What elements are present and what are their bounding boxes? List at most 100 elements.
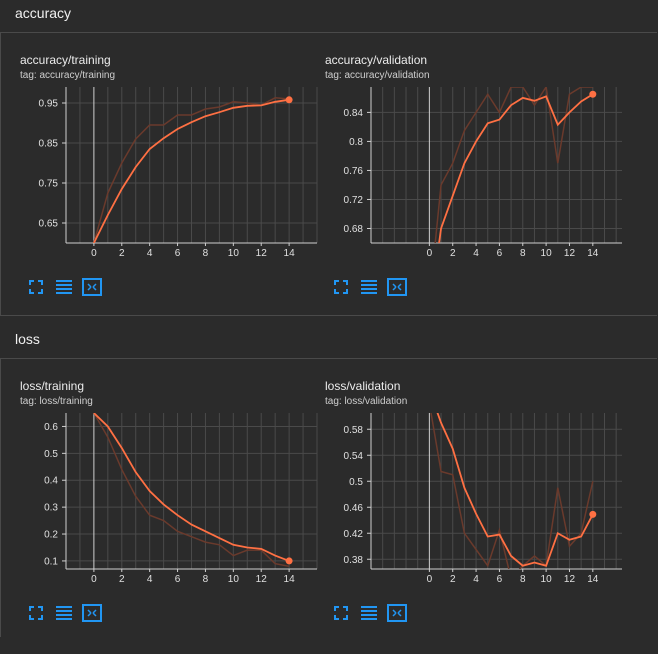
card-title: accuracy/validation bbox=[325, 53, 428, 67]
fit-screen-button[interactable] bbox=[331, 604, 351, 622]
card-title: accuracy/training bbox=[20, 53, 111, 67]
tick-label-y: 0.46 bbox=[344, 503, 364, 514]
tick-label-y: 0.68 bbox=[344, 224, 364, 235]
fit-domain-icon bbox=[387, 604, 407, 622]
series-raw-line bbox=[430, 413, 594, 569]
card-tag: tag: loss/validation bbox=[325, 396, 408, 407]
toggle-log-scale-button[interactable] bbox=[359, 604, 379, 622]
tick-label-y: 0.72 bbox=[344, 195, 364, 206]
tick-label-x: 12 bbox=[564, 248, 576, 259]
series-smoothed-line bbox=[436, 413, 594, 567]
chart-card-accuracy-validation: accuracy/validation tag: accuracy/valida… bbox=[325, 53, 630, 328]
fit-domain-button[interactable] bbox=[387, 278, 407, 296]
tick-label-x: 12 bbox=[256, 248, 268, 259]
section-accuracy: accuracy/training tag: accuracy/training… bbox=[0, 32, 657, 316]
tick-label-x: 0 bbox=[427, 248, 433, 259]
series-smoothed-line bbox=[93, 98, 290, 243]
tick-label-x: 0 bbox=[427, 574, 433, 585]
fit-domain-button[interactable] bbox=[82, 278, 102, 296]
fit-domain-button[interactable] bbox=[387, 604, 407, 622]
tick-label-x: 12 bbox=[256, 574, 268, 585]
tick-label-y: 0.76 bbox=[344, 166, 364, 177]
tick-label-x: 14 bbox=[284, 574, 296, 585]
card-tag: tag: accuracy/validation bbox=[325, 70, 430, 81]
tick-label-x: 6 bbox=[497, 574, 503, 585]
fit-screen-icon bbox=[334, 606, 348, 620]
section-title-accuracy: accuracy bbox=[15, 5, 72, 21]
series-raw-line bbox=[93, 413, 290, 568]
tick-label-x: 10 bbox=[228, 574, 240, 585]
tick-label-y: 0.6 bbox=[44, 422, 58, 433]
tick-label-x: 12 bbox=[564, 574, 576, 585]
tick-label-y: 0.58 bbox=[344, 425, 364, 436]
tick-label-x: 2 bbox=[119, 574, 125, 585]
tick-label-x: 10 bbox=[541, 574, 553, 585]
tick-label-x: 6 bbox=[497, 248, 503, 259]
fit-screen-button[interactable] bbox=[26, 278, 46, 296]
tick-label-x: 8 bbox=[520, 248, 526, 259]
tick-label-x: 14 bbox=[284, 248, 296, 259]
fit-domain-icon bbox=[387, 278, 407, 296]
tick-label-y: 0.42 bbox=[344, 529, 364, 540]
section-loss: loss/training tag: loss/training 0 2 4 6 8 10… bbox=[0, 358, 657, 637]
tick-label-y: 0.2 bbox=[44, 530, 58, 541]
toggle-log-scale-button[interactable] bbox=[54, 278, 74, 296]
tick-label-x: 8 bbox=[520, 574, 526, 585]
fit-screen-icon bbox=[29, 606, 43, 620]
chart-card-accuracy-training: accuracy/training tag: accuracy/training… bbox=[20, 53, 325, 328]
tick-label-x: 6 bbox=[175, 248, 181, 259]
tick-label-y: 0.38 bbox=[344, 555, 364, 566]
chart-card-loss-training: loss/training tag: loss/training 0 2 4 6 8 10… bbox=[20, 379, 325, 654]
tick-label-y: 0.5 bbox=[349, 477, 363, 488]
fit-screen-button[interactable] bbox=[26, 604, 46, 622]
tick-label-x: 0 bbox=[91, 574, 97, 585]
tick-label-x: 10 bbox=[541, 248, 553, 259]
tick-label-x: 8 bbox=[203, 574, 209, 585]
card-title: loss/validation bbox=[325, 379, 401, 393]
last-point-marker bbox=[285, 557, 293, 565]
tick-label-y: 0.3 bbox=[44, 503, 58, 514]
tick-label-y: 0.4 bbox=[44, 476, 58, 487]
plot-accuracy-validation[interactable]: 0 2 4 6 8 10 12 14 0.68 0.72 0.76 0.8 0.84 bbox=[325, 85, 630, 260]
fit-domain-button[interactable] bbox=[82, 604, 102, 622]
toggle-log-icon bbox=[361, 606, 377, 620]
tick-label-x: 0 bbox=[91, 248, 97, 259]
toggle-log-scale-button[interactable] bbox=[359, 278, 379, 296]
tick-label-x: 2 bbox=[450, 574, 456, 585]
tick-label-x: 2 bbox=[450, 248, 456, 259]
tick-label-x: 4 bbox=[147, 248, 153, 259]
tick-label-x: 4 bbox=[147, 574, 153, 585]
toggle-log-scale-button[interactable] bbox=[54, 604, 74, 622]
last-point-marker bbox=[285, 96, 293, 104]
fit-screen-button[interactable] bbox=[331, 278, 351, 296]
tick-label-x: 14 bbox=[587, 574, 599, 585]
last-point-marker bbox=[589, 510, 597, 518]
chart-card-loss-validation: loss/validation tag: loss/validation 0 2 4… bbox=[325, 379, 630, 654]
plot-accuracy-training[interactable]: 0 2 4 6 8 10 12 14 0.65 0.75 0.85 0.95 bbox=[20, 85, 325, 260]
tick-label-y: 0.95 bbox=[39, 99, 59, 110]
toggle-log-icon bbox=[56, 280, 72, 294]
section-title-loss: loss bbox=[15, 331, 40, 347]
series-smoothed-line bbox=[438, 93, 594, 243]
series-smoothed-line bbox=[93, 413, 290, 562]
last-point-marker bbox=[589, 90, 597, 98]
plot-loss-training[interactable]: 0 2 4 6 8 10 12 14 0.1 0.2 0.3 0.4 0.5 0.6 bbox=[20, 411, 325, 586]
toggle-log-icon bbox=[56, 606, 72, 620]
toggle-log-icon bbox=[361, 280, 377, 294]
series-raw-line bbox=[93, 97, 290, 243]
fit-domain-icon bbox=[82, 604, 102, 622]
tick-label-y: 0.1 bbox=[44, 556, 58, 567]
tick-label-x: 2 bbox=[119, 248, 125, 259]
tick-label-y: 0.5 bbox=[44, 449, 58, 460]
tick-label-x: 8 bbox=[203, 248, 209, 259]
plot-loss-validation[interactable]: 0 2 4 6 8 10 12 14 0.38 0.42 0.46 0.5 0.54 0.58 bbox=[325, 411, 630, 586]
tick-label-y: 0.8 bbox=[349, 137, 363, 148]
fit-screen-icon bbox=[29, 280, 43, 294]
tick-label-x: 4 bbox=[473, 574, 479, 585]
tick-label-x: 10 bbox=[228, 248, 240, 259]
tick-label-y: 0.75 bbox=[39, 179, 59, 190]
fit-domain-icon bbox=[82, 278, 102, 296]
tick-label-y: 0.84 bbox=[344, 108, 364, 119]
tick-label-x: 6 bbox=[175, 574, 181, 585]
tick-label-x: 14 bbox=[587, 248, 599, 259]
